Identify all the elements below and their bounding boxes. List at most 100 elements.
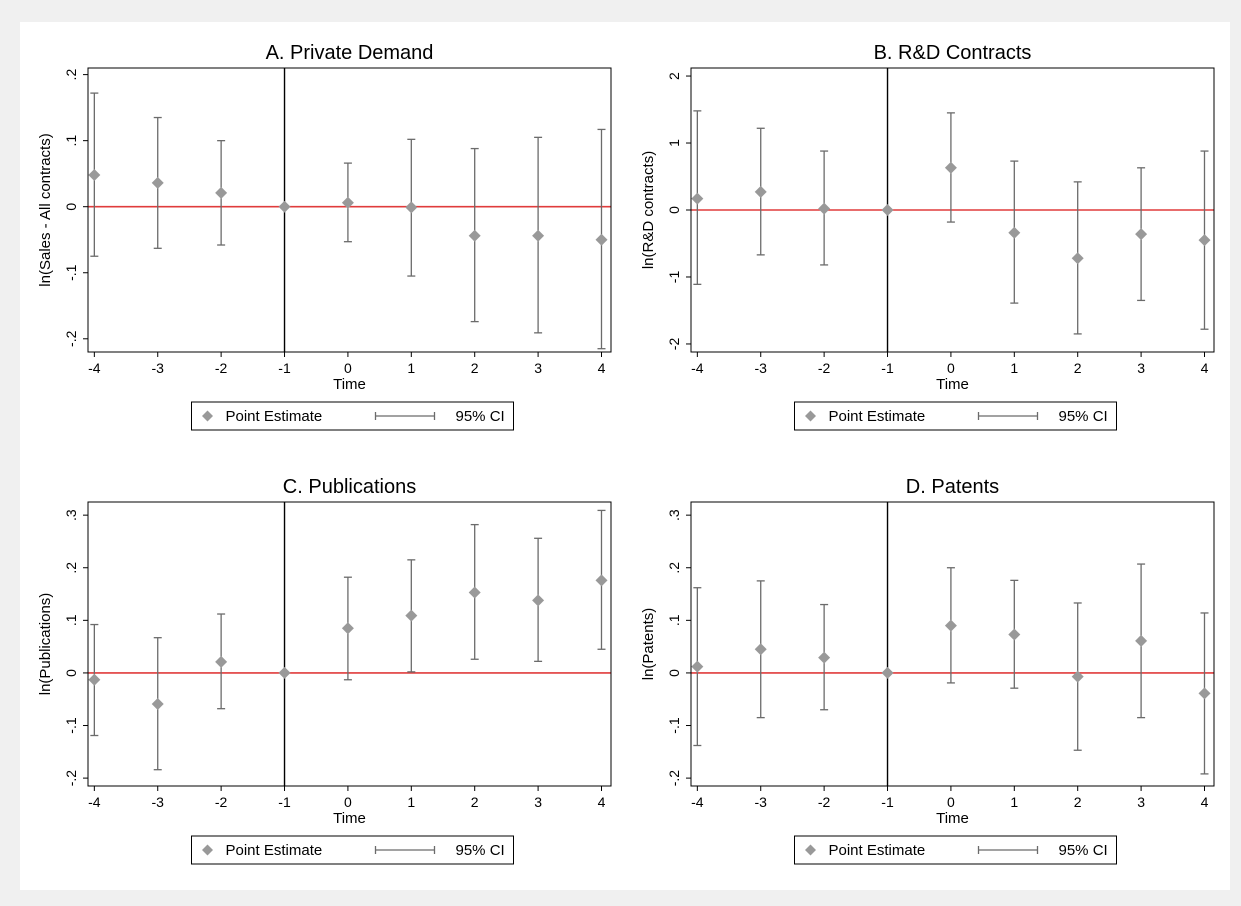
y-axis-label: ln(Patents)	[640, 608, 657, 681]
x-tick-label: 1	[1010, 794, 1018, 810]
y-tick-label: -.1	[63, 264, 79, 281]
point-estimate-marker	[151, 176, 164, 189]
x-tick-label: -1	[278, 360, 291, 376]
legend-ci-label: 95% CI	[1059, 408, 1108, 425]
point-estimate-marker	[1008, 226, 1021, 239]
x-tick-label: 0	[344, 794, 352, 810]
y-tick-label: -.1	[666, 717, 682, 734]
legend-box	[794, 401, 1117, 431]
y-tick-label: .2	[63, 562, 79, 574]
x-tick-label: -2	[215, 794, 228, 810]
point-estimate-marker	[595, 233, 608, 246]
point-estimate-marker	[818, 651, 831, 664]
point-estimate-marker	[468, 586, 481, 599]
legend-point-marker	[202, 844, 213, 856]
chart-panel-1: A. Private Demand -.2 -.1 0 .1 .2 ln(Sales - A…	[37, 42, 612, 431]
x-tick-label: 1	[407, 360, 415, 376]
point-estimate-marker	[532, 594, 545, 607]
y-tick-label: -.2	[63, 770, 79, 787]
y-tick-label: .2	[666, 562, 682, 574]
y-axis-label: ln(R&D contracts)	[640, 151, 657, 269]
x-axis-label: Time	[333, 810, 366, 827]
point-estimate-marker	[1071, 252, 1084, 265]
point-estimate-marker	[691, 192, 704, 205]
plot-frame	[87, 67, 612, 353]
x-axis-label: Time	[936, 376, 969, 393]
y-axis-label: ln(Publications)	[37, 593, 54, 696]
legend: Point Estimate 95% CI	[191, 401, 514, 431]
legend-ci-label: 95% CI	[456, 842, 505, 859]
legend: Point Estimate 95% CI	[794, 401, 1117, 431]
y-tick-label: 2	[666, 72, 682, 80]
x-tick-label: -4	[691, 794, 704, 810]
plot-frame	[690, 501, 1215, 787]
chart-panel-2: B. R&D Contracts -2 -1 0 1 2 ln(R&D contracts)…	[640, 42, 1215, 431]
chart-title: A. Private Demand	[266, 42, 434, 64]
point-estimate-marker	[595, 574, 608, 587]
point-estimate-marker	[1071, 670, 1084, 683]
point-estimate-marker	[278, 200, 291, 213]
y-axis-label: ln(Sales - All contracts)	[37, 133, 54, 286]
x-tick-label: -1	[278, 794, 291, 810]
x-tick-label: -4	[88, 794, 101, 810]
x-tick-label: 3	[534, 360, 542, 376]
x-tick-label: -3	[152, 360, 165, 376]
x-tick-label: 2	[471, 360, 479, 376]
legend-ci-label: 95% CI	[1059, 842, 1108, 859]
legend-box	[794, 835, 1117, 865]
legend-point-label: Point Estimate	[829, 842, 926, 859]
x-axis-label: Time	[936, 810, 969, 827]
chart-title: B. R&D Contracts	[874, 42, 1032, 64]
x-tick-label: 2	[471, 794, 479, 810]
legend-ci-label: 95% CI	[456, 408, 505, 425]
point-estimate-marker	[151, 697, 164, 710]
y-tick-label: .3	[666, 509, 682, 521]
point-estimate-marker	[88, 673, 101, 686]
y-tick-label: .3	[63, 509, 79, 521]
x-tick-label: 2	[1074, 794, 1082, 810]
y-tick-label: 1	[666, 139, 682, 147]
x-tick-label: 0	[947, 360, 955, 376]
point-estimate-marker	[405, 201, 418, 214]
x-tick-label: 3	[1137, 360, 1145, 376]
x-tick-label: 1	[407, 794, 415, 810]
x-tick-label: 4	[598, 794, 606, 810]
x-tick-label: -3	[152, 794, 165, 810]
x-tick-label: -2	[215, 360, 228, 376]
chart-title: C. Publications	[283, 476, 416, 498]
point-estimate-marker	[1135, 228, 1148, 241]
plot-frame	[87, 501, 612, 787]
x-tick-label: -2	[818, 360, 831, 376]
y-tick-label: .1	[63, 614, 79, 626]
legend-point-marker	[202, 410, 213, 422]
point-estimate-marker	[88, 168, 101, 181]
y-tick-label: .2	[63, 69, 79, 81]
point-estimate-marker	[881, 666, 894, 679]
x-tick-label: 4	[1201, 794, 1209, 810]
x-tick-label: 0	[947, 794, 955, 810]
point-estimate-marker	[405, 609, 418, 622]
legend-point-marker	[805, 844, 816, 856]
x-tick-label: -1	[881, 794, 894, 810]
point-estimate-marker	[1198, 234, 1211, 247]
chart-panel-3: C. Publications -.2 -.1 0 .1 .2 .3 ln(Publicati…	[37, 476, 612, 865]
y-tick-label: 0	[63, 203, 79, 211]
figure-panel-grid: A. Private Demand -.2 -.1 0 .1 .2 ln(Sales - A…	[20, 22, 1230, 890]
x-tick-label: 2	[1074, 360, 1082, 376]
point-estimate-marker	[468, 229, 481, 242]
point-estimate-marker	[215, 186, 228, 199]
point-estimate-marker	[341, 196, 354, 209]
y-tick-label: -.2	[666, 770, 682, 787]
legend-box	[191, 835, 514, 865]
point-estimate-marker	[1198, 687, 1211, 700]
point-estimate-marker	[691, 660, 704, 673]
point-estimate-marker	[1135, 634, 1148, 647]
y-tick-label: -1	[666, 271, 682, 284]
x-tick-label: 0	[344, 360, 352, 376]
point-estimate-marker	[754, 185, 767, 198]
legend-point-label: Point Estimate	[226, 408, 323, 425]
point-estimate-marker	[278, 666, 291, 679]
point-estimate-marker	[754, 643, 767, 656]
point-estimate-marker	[532, 229, 545, 242]
x-tick-label: -4	[88, 360, 101, 376]
